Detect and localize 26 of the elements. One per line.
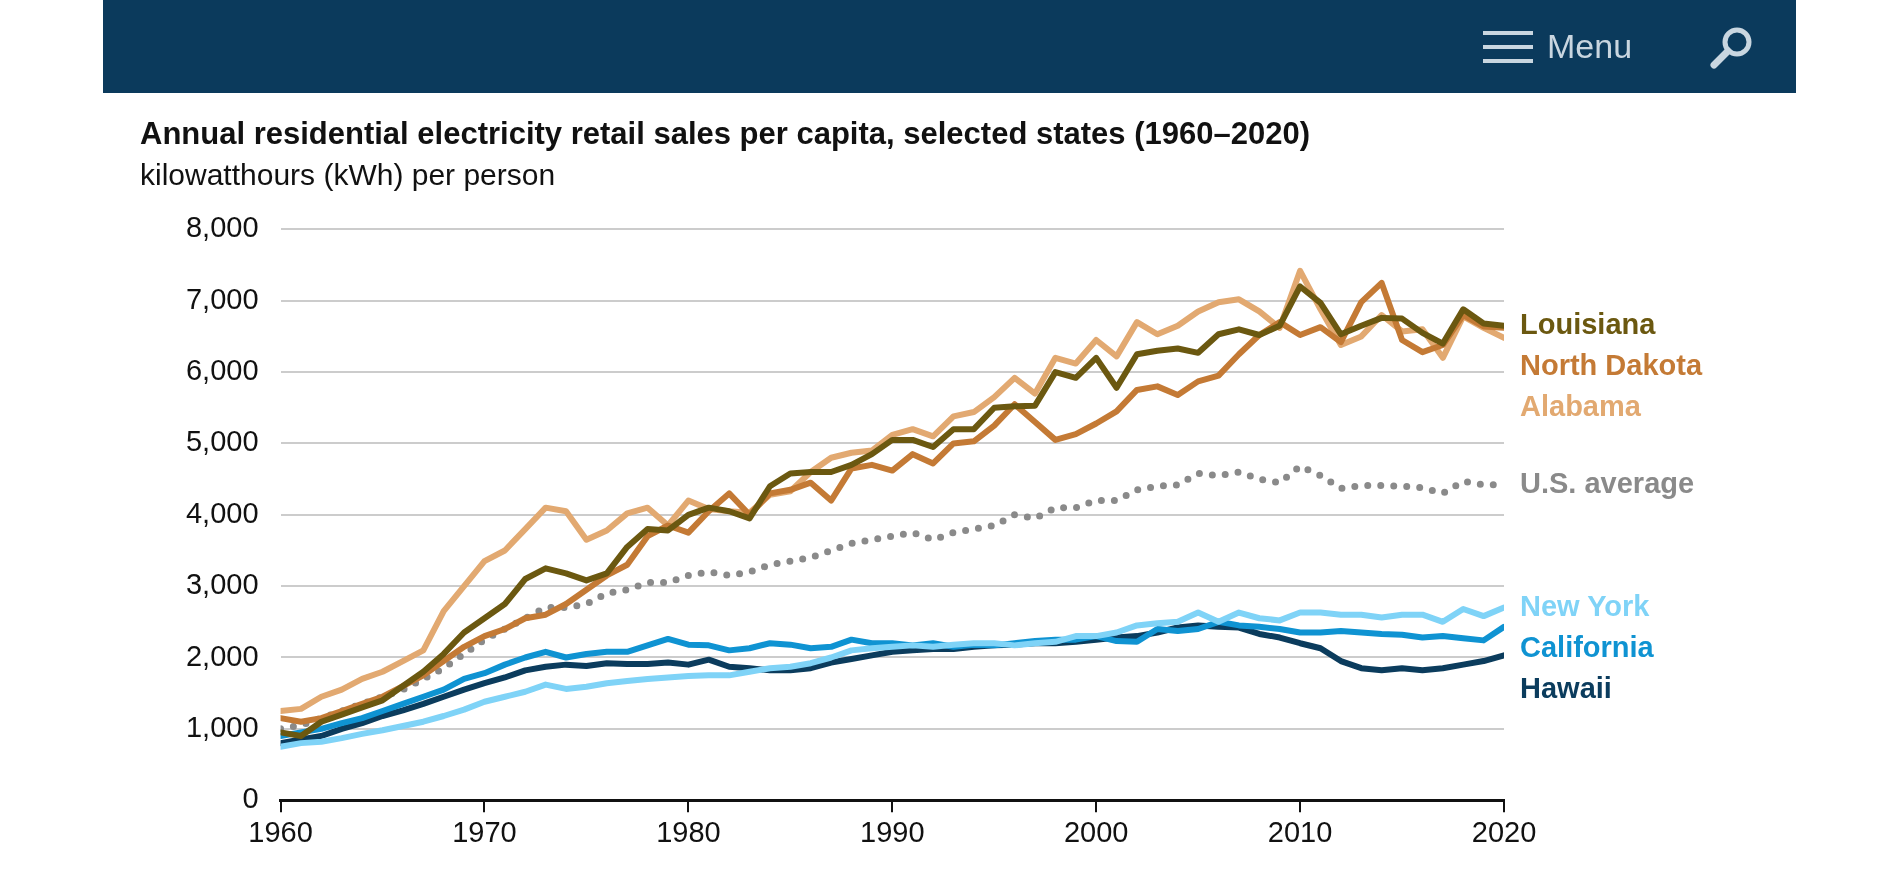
y-tick-label: 1,000	[185, 710, 259, 743]
y-tick-label: 4,000	[185, 496, 259, 529]
series-label: Alabama	[1520, 389, 1642, 422]
x-tick-label: 2000	[1063, 815, 1129, 848]
chart-subtitle: kilowatthours (kWh) per person	[140, 158, 556, 192]
x-tick-label: 1980	[656, 815, 721, 848]
y-tick-label: 3,000	[185, 568, 259, 601]
series-label: New York	[1520, 589, 1651, 622]
x-tick-label: 1960	[248, 815, 313, 848]
series-label: Hawaii	[1520, 671, 1612, 704]
series-label: Louisiana	[1520, 307, 1657, 340]
y-tick-label: 0	[242, 782, 259, 815]
x-tick-label: 2020	[1471, 815, 1537, 848]
x-tick-label: 1990	[860, 815, 925, 848]
y-tick-label: 6,000	[185, 354, 259, 387]
series-label: North Dakota	[1520, 348, 1703, 381]
y-tick-label: 5,000	[185, 425, 259, 458]
series-label: California	[1520, 630, 1655, 663]
text: Menu	[1547, 27, 1633, 66]
chart-title: Annual residential electricity retail sales per capita, selected states (1960–2020)	[140, 116, 1310, 152]
x-tick-label: 2010	[1267, 815, 1333, 848]
series-label: U.S. average	[1520, 466, 1695, 499]
y-tick-label: 7,000	[185, 282, 259, 315]
y-tick-label: 2,000	[185, 639, 259, 672]
y-tick-label: 8,000	[185, 211, 259, 244]
x-tick-label: 1970	[452, 815, 517, 848]
